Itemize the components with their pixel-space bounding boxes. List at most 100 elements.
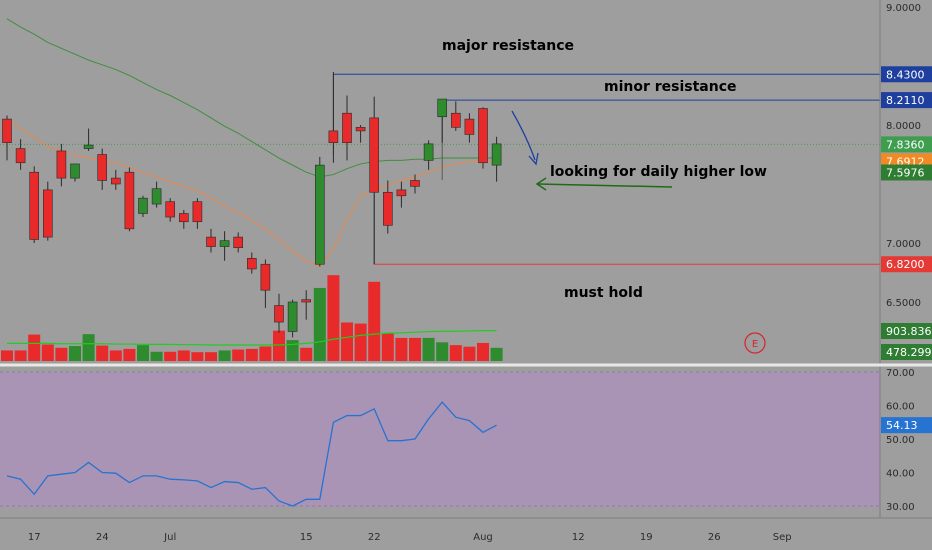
volume-bar [1,350,13,361]
volume-bar [28,334,41,361]
price-tick-label: 7.0000 [886,239,921,250]
candle-body [2,118,12,143]
candle-body [138,197,148,214]
date-tick-label: Aug [473,532,493,543]
candlesticks [2,71,502,338]
volume-bar [436,342,449,361]
volume-label-box [881,344,932,360]
candle-body [111,177,121,185]
rsi-path [6,401,497,507]
volume-bar [69,346,81,361]
candle-body [342,112,352,143]
volume-bar [41,344,54,361]
volume-bar [191,352,204,361]
level-label: 8.4300 [886,68,925,81]
rsi-tick-label: 50.00 [886,435,915,446]
volume-bar [490,347,503,361]
volume-bar [109,350,122,361]
volume-bar [395,337,408,361]
volume-bar [286,340,299,361]
candle-body [423,143,434,161]
volume-bars [1,275,503,361]
volume-bar [177,350,190,361]
candle-body [369,117,380,193]
candle-body [56,150,67,179]
candle-body [410,180,420,187]
candle-body [247,258,257,270]
volume-bar [313,287,326,361]
candle-body [83,144,94,149]
rsi-tick-label: 60.00 [886,402,915,413]
level-label: 6.8200 [886,258,925,271]
annotation-major-resistance: major resistance [442,38,574,54]
candle-body [15,148,26,164]
candle-body [151,188,162,205]
candle-body [287,301,298,332]
rsi-tick-label: 40.00 [886,469,915,480]
rsi-value-label-box [881,417,932,434]
rsi-line [6,401,497,507]
rsi-band [0,372,880,507]
volume-bar [14,350,27,361]
candle-body [192,201,203,223]
volume-bar [150,351,163,361]
candle-body [165,201,175,218]
volume-bar [477,342,489,361]
candle-body [301,299,312,303]
level-label-box [881,92,932,109]
date-tick-label: 12 [572,532,585,543]
volume-bar [327,275,340,361]
rsi-tick-label: 70.00 [886,368,915,379]
left-arrow [537,183,673,188]
volume-bar [273,330,285,361]
volume-bar [409,337,421,361]
annotation-must-hold: must hold [564,285,643,301]
date-tick-label: 24 [96,532,109,543]
annotation-daily-higher-low: looking for daily higher low [550,164,767,180]
ma-value-label-box [881,164,932,181]
ma-slow-line [6,18,497,178]
volume-label: 903.836K [886,325,932,338]
price-tick-label: 9.0000 [886,3,921,14]
axis-labels: 9.0000 8.0000 7.0000 6.5000 70.00 60.00 50.00 4… [28,3,932,543]
candle-body [233,236,243,249]
date-tick-label: Sep [773,532,792,543]
date-tick-label: Jul [163,532,176,543]
volume-bar [137,345,149,361]
volume-bar [164,351,177,361]
candle-body [219,240,230,247]
candle-body [478,108,488,164]
price-axis-pane[interactable] [880,0,932,550]
level-label-box [881,66,932,83]
volume-label-box [881,323,932,339]
candle-body [70,163,80,179]
level-label: 8.2110 [886,94,925,107]
volume-bar [354,323,367,361]
watermark-circle [744,332,766,354]
candle-body [124,171,135,230]
candle-body [437,98,448,118]
volume-bar [205,352,217,361]
price-tick-label: 6.5000 [886,298,921,309]
volume-bar [463,346,476,361]
date-tick-label: 15 [300,532,313,543]
volume-bar [245,348,258,361]
date-tick-label: 17 [28,532,41,543]
date-tick-label: 26 [708,532,721,543]
grid [0,371,880,507]
price-tick-label: 8.0000 [886,121,921,132]
volume-bar [259,346,272,361]
volume-bar [96,345,109,361]
candle-body [206,236,216,247]
candle-body [97,154,107,181]
down-arrow-head [528,152,539,166]
volume-bar [232,349,245,361]
candle-body [328,130,339,143]
down-arrow [511,110,536,161]
volume-bar [422,337,435,361]
volume-bar [55,347,68,361]
volume-bar [368,281,381,361]
volume-bar [82,334,95,361]
ma-value-label: 7.5976 [886,166,925,179]
